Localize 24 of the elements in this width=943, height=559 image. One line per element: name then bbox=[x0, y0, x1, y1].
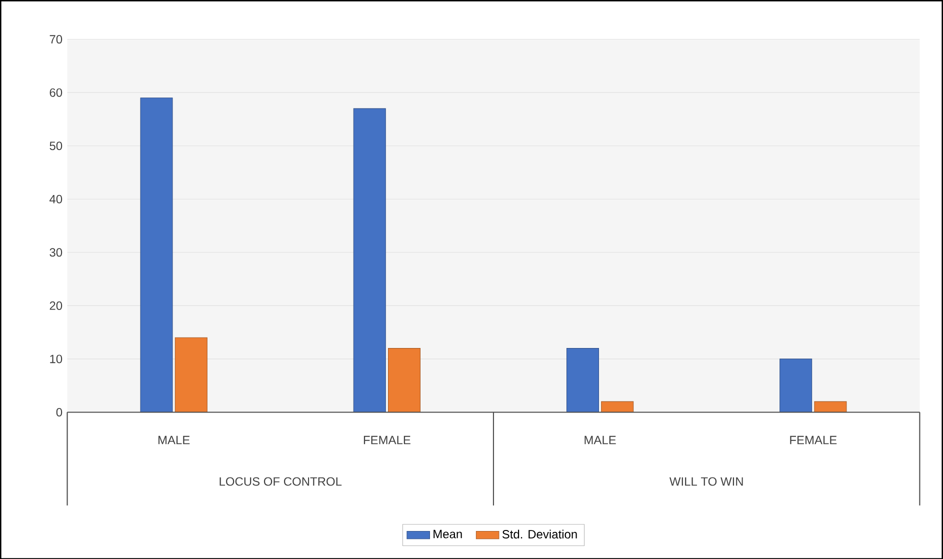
bar bbox=[353, 108, 386, 412]
y-tick-label: 0 bbox=[56, 408, 62, 416]
legend-label: Std. Deviation bbox=[502, 530, 577, 538]
text: WILL TO WIN bbox=[669, 477, 743, 486]
y-tick-label: 70 bbox=[50, 34, 62, 44]
bar bbox=[601, 401, 634, 412]
bar bbox=[566, 348, 599, 412]
bar bbox=[174, 337, 208, 412]
x-tick-label: MALE bbox=[584, 436, 616, 444]
y-tick-label: 30 bbox=[50, 248, 62, 256]
bar bbox=[814, 401, 847, 412]
x-tick-label: FEMALE bbox=[364, 436, 410, 444]
legend-label: Mean bbox=[434, 530, 462, 538]
bar bbox=[388, 348, 420, 412]
x-tick-label: MALE bbox=[158, 436, 190, 444]
text: LOCUS OF CONTROL bbox=[220, 477, 342, 486]
x-tick-label: FEMALE bbox=[790, 436, 837, 444]
y-tick-label: 20 bbox=[50, 301, 62, 310]
y-tick-label: 10 bbox=[50, 354, 62, 363]
bar bbox=[780, 358, 812, 412]
bar bbox=[140, 97, 173, 412]
y-tick-label: 50 bbox=[50, 141, 62, 150]
y-tick-label: 60 bbox=[50, 88, 62, 97]
y-tick-label: 40 bbox=[50, 194, 62, 204]
